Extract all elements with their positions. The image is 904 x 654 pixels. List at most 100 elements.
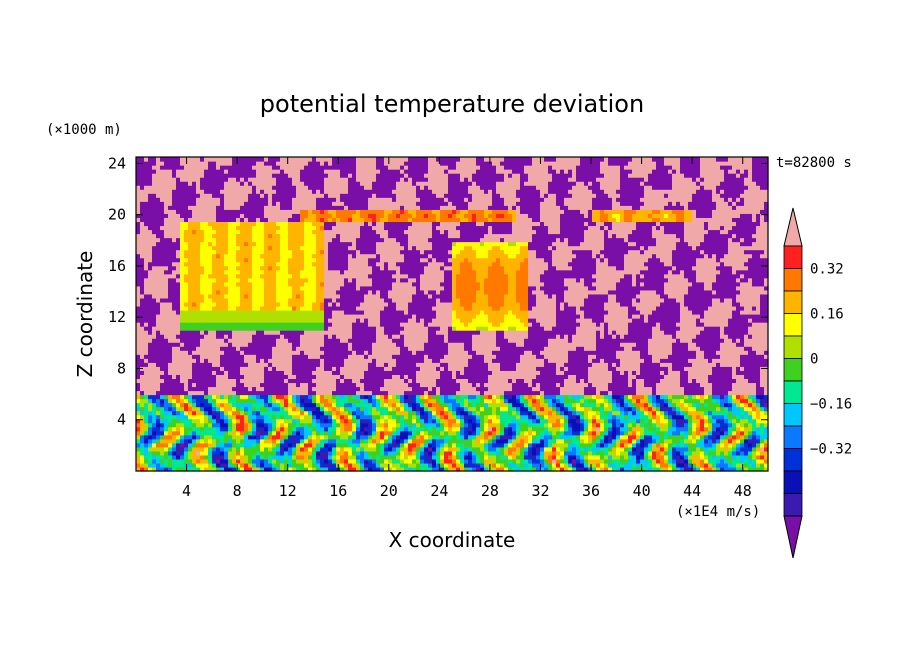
heatmap-cell [284, 394, 289, 400]
heatmap-cell [264, 209, 269, 214]
heatmap-cell [368, 450, 373, 456]
heatmap-cell [236, 201, 241, 206]
heatmap-cell [212, 253, 217, 259]
heatmap-cell [340, 157, 345, 162]
heatmap-cell [292, 438, 297, 444]
heatmap-cell [384, 265, 389, 271]
heatmap-cell [344, 169, 349, 174]
heatmap-cell [352, 330, 357, 335]
heatmap-cell [224, 454, 229, 460]
heatmap-cell [220, 245, 225, 251]
heatmap-cell [344, 466, 349, 472]
heatmap-cell [356, 277, 361, 283]
heatmap-cell [316, 370, 321, 375]
heatmap-cell [308, 330, 313, 335]
heatmap-cell [284, 237, 289, 243]
heatmap-cell [316, 285, 321, 291]
heatmap-cell [324, 366, 329, 371]
heatmap-cell [168, 386, 173, 392]
heatmap-cell [332, 277, 337, 283]
heatmap-cell [344, 281, 349, 287]
heatmap-cell [348, 342, 353, 347]
heatmap-cell [312, 157, 317, 162]
heatmap-cell [352, 314, 357, 319]
heatmap-cell [352, 338, 357, 343]
heatmap-cell [188, 454, 193, 460]
heatmap-cell [216, 205, 221, 210]
heatmap-cell [208, 362, 213, 367]
heatmap-cell [284, 285, 289, 291]
heatmap-cell [296, 161, 301, 166]
heatmap-cell [368, 422, 373, 428]
heatmap-cell [176, 249, 181, 255]
heatmap-cell [220, 185, 225, 190]
heatmap-cell [252, 273, 257, 279]
heatmap-cell [356, 285, 361, 291]
heatmap-cell [344, 241, 349, 247]
heatmap-cell [196, 366, 201, 371]
heatmap-cell [348, 173, 353, 178]
heatmap-cell [224, 217, 229, 223]
heatmap-cell [216, 358, 221, 363]
heatmap-cell [248, 289, 253, 295]
heatmap-cell [360, 430, 365, 436]
heatmap-cell [188, 177, 193, 182]
heatmap-cell [268, 334, 273, 339]
heatmap-cell [332, 374, 337, 380]
heatmap-cell [380, 161, 385, 166]
heatmap-cell [168, 338, 173, 343]
heatmap-cell [160, 233, 165, 239]
heatmap-cell [176, 402, 181, 408]
heatmap-cell [368, 205, 373, 210]
heatmap-cell [136, 281, 141, 287]
heatmap-cell [216, 293, 221, 299]
heatmap-cell [188, 181, 193, 186]
heatmap-cell [140, 261, 145, 267]
heatmap-cell [156, 261, 161, 267]
heatmap-cell [172, 177, 177, 182]
heatmap-cell [344, 446, 349, 452]
heatmap-cell [176, 197, 181, 202]
heatmap-cell [312, 454, 317, 460]
heatmap-cell [268, 442, 273, 448]
heatmap-cell [208, 422, 213, 428]
heatmap-cell [164, 378, 169, 384]
heatmap-cell [200, 450, 205, 456]
heatmap-cell [312, 406, 317, 412]
heatmap-cell [216, 338, 221, 343]
heatmap-cell [252, 173, 257, 178]
heatmap-cell [288, 229, 293, 235]
heatmap-cell [344, 318, 349, 323]
heatmap-cell [152, 466, 157, 472]
heatmap-cell [216, 442, 221, 448]
heatmap-cell [300, 410, 305, 416]
heatmap-cell [272, 362, 277, 367]
heatmap-cell [312, 285, 317, 291]
heatmap-cell [208, 261, 213, 267]
heatmap-cell [236, 213, 241, 218]
heatmap-cell [296, 338, 301, 343]
heatmap-cell [180, 225, 185, 231]
heatmap-cell [184, 305, 189, 311]
heatmap-cell [304, 438, 309, 444]
heatmap-cell [272, 281, 277, 287]
heatmap-cell [364, 370, 369, 375]
heatmap-cell [356, 454, 361, 460]
heatmap-cell [292, 346, 297, 351]
heatmap-cell [308, 237, 313, 243]
heatmap-cell [292, 382, 297, 388]
heatmap-cell [248, 438, 253, 444]
heatmap-cell [212, 205, 217, 210]
heatmap-cell [360, 309, 365, 315]
heatmap-cell [184, 221, 189, 227]
heatmap-cell [144, 382, 149, 388]
heatmap-cell [244, 334, 249, 339]
heatmap-cell [308, 346, 313, 351]
heatmap-cell [304, 350, 309, 355]
heatmap-cell [284, 269, 289, 275]
heatmap-cell [204, 289, 209, 295]
heatmap-cell [136, 181, 141, 186]
heatmap-cell [200, 378, 205, 384]
heatmap-cell [192, 430, 197, 436]
heatmap-cell [340, 281, 345, 287]
